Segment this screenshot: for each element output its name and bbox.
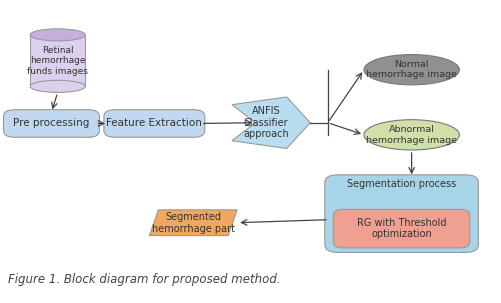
Text: Pre processing: Pre processing [13,118,90,128]
Ellipse shape [363,55,458,85]
Text: RG with Threshold
optimization: RG with Threshold optimization [356,218,445,239]
FancyBboxPatch shape [324,175,477,252]
Text: Segmented
hemorrhage part: Segmented hemorrhage part [151,212,234,234]
Polygon shape [149,210,237,236]
Text: Figure 1. Block diagram for proposed method.: Figure 1. Block diagram for proposed met… [8,273,280,286]
Text: ANFIS
Classifier
approach: ANFIS Classifier approach [242,106,289,139]
Ellipse shape [30,29,85,41]
Text: Retinal
hemorrhage
funds images: Retinal hemorrhage funds images [27,46,88,75]
FancyBboxPatch shape [104,110,204,137]
FancyBboxPatch shape [333,209,469,248]
Polygon shape [30,35,85,86]
FancyBboxPatch shape [4,110,99,137]
Ellipse shape [363,120,458,150]
Text: Feature Extraction: Feature Extraction [106,118,202,128]
Ellipse shape [30,80,85,92]
Text: Abnormal
hemorrhage image: Abnormal hemorrhage image [365,125,456,145]
Text: Segmentation process: Segmentation process [346,179,455,189]
Text: Normal
hemorrhage image: Normal hemorrhage image [365,60,456,79]
Polygon shape [231,97,310,148]
